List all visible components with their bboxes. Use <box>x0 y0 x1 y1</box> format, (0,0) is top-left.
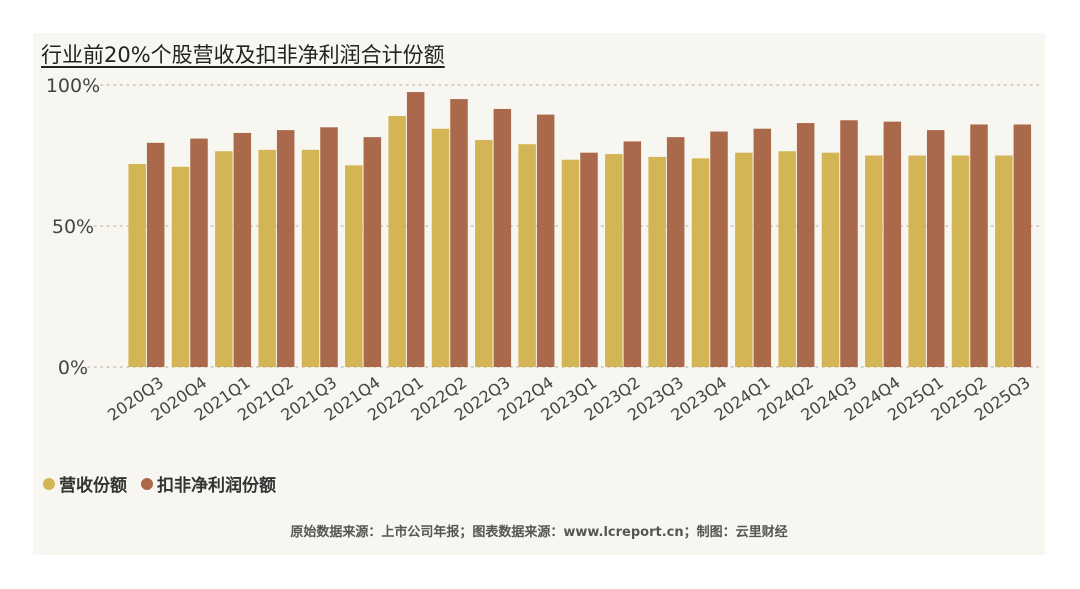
bar-profit <box>190 138 208 367</box>
bar-profit <box>276 130 295 367</box>
bar-revenue <box>821 152 840 367</box>
bar-revenue <box>778 151 796 367</box>
bar-profit <box>796 123 815 367</box>
bar-revenue <box>215 151 233 367</box>
bar-profit <box>536 114 555 367</box>
bar-profit <box>450 99 468 367</box>
bar-profit <box>1013 124 1032 367</box>
bar-profit <box>146 142 165 367</box>
bar-revenue <box>648 156 666 367</box>
legend-label-revenue: 营收份额 <box>59 476 127 496</box>
bar-revenue <box>605 154 623 367</box>
bar-profit <box>926 130 945 367</box>
bar-revenue <box>475 139 493 367</box>
bar-profit <box>406 92 425 368</box>
bar-profit <box>623 141 642 367</box>
source-note: 原始数据来源：上市公司年报；图表数据来源：www.lcreport.cn；制图：… <box>290 525 788 540</box>
bar-profit <box>753 128 772 367</box>
bar-profit <box>233 132 252 367</box>
legend-item-revenue: 营收份额 <box>43 471 127 496</box>
legend-item-profit: 扣非净利润份额 <box>141 471 276 496</box>
legend-swatch-revenue <box>43 477 55 490</box>
bar-revenue <box>908 155 926 367</box>
bar-profit <box>840 120 858 367</box>
y-tick-label: 50% <box>52 216 94 238</box>
y-tick-label: 0% <box>58 357 88 379</box>
bar-revenue <box>301 149 320 367</box>
bar-revenue <box>518 144 536 367</box>
bar-revenue <box>171 166 190 367</box>
bar-revenue <box>995 155 1013 367</box>
bar-chart: 0%50%100%2020Q32020Q42021Q12021Q22021Q32… <box>46 75 1042 425</box>
chart-title: 行业前20%个股营收及扣非净利润合计份额 <box>41 43 445 67</box>
chart-card: 行业前20%个股营收及扣非净利润合计份额 0% 50% 100% 2020Q3 2020… <box>33 33 1045 555</box>
bar-revenue <box>258 149 276 367</box>
bar-profit <box>666 137 685 367</box>
legend-swatch-profit <box>141 477 153 490</box>
bar-revenue <box>951 155 970 367</box>
bar-revenue <box>128 163 146 367</box>
bar-revenue <box>345 165 363 367</box>
bar-profit <box>580 152 598 367</box>
bar-revenue <box>735 152 753 367</box>
bar-profit <box>970 124 988 367</box>
bar-revenue <box>388 116 406 368</box>
bar-revenue <box>865 155 883 367</box>
legend-label-profit: 扣非净利润份额 <box>157 476 276 496</box>
bar-profit <box>493 108 512 367</box>
bar-revenue <box>431 128 450 367</box>
bar-revenue <box>561 159 580 367</box>
chart-legend: 营收份额 扣非净利润份额 <box>43 471 276 496</box>
bar-profit <box>883 121 902 367</box>
bar-profit <box>363 137 382 367</box>
bar-profit <box>710 131 728 367</box>
bar-profit <box>320 127 338 367</box>
y-tick-label: 100% <box>46 75 100 97</box>
bar-revenue <box>691 158 710 367</box>
